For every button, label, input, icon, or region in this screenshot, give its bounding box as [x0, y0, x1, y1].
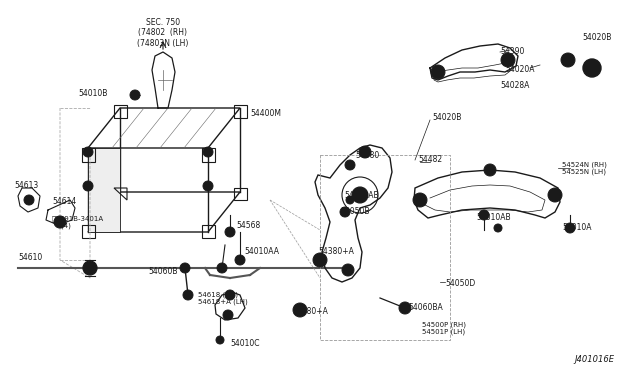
- Circle shape: [183, 290, 193, 300]
- Text: 54614: 54614: [52, 198, 76, 206]
- Circle shape: [225, 227, 235, 237]
- Text: 54028A: 54028A: [500, 81, 529, 90]
- Text: 54050B: 54050B: [340, 208, 369, 217]
- Text: ⓝ0891B-3401A
    (4): ⓝ0891B-3401A (4): [52, 215, 104, 229]
- Text: 54020B: 54020B: [582, 33, 611, 42]
- Circle shape: [399, 302, 411, 314]
- Text: 54380+A: 54380+A: [318, 247, 354, 257]
- Polygon shape: [88, 148, 120, 232]
- Text: 54050D: 54050D: [445, 279, 476, 288]
- Circle shape: [235, 255, 245, 265]
- Text: 54010B: 54010B: [79, 90, 108, 99]
- Circle shape: [585, 61, 599, 75]
- Text: 54400M: 54400M: [250, 109, 281, 118]
- Circle shape: [352, 187, 368, 203]
- Text: 54010AA: 54010AA: [244, 247, 279, 257]
- Text: 54020A: 54020A: [505, 65, 534, 74]
- Circle shape: [313, 253, 327, 267]
- Circle shape: [54, 216, 66, 228]
- Circle shape: [345, 160, 355, 170]
- Circle shape: [225, 290, 235, 300]
- Text: 54060BA: 54060BA: [408, 304, 443, 312]
- Circle shape: [359, 146, 371, 158]
- Text: 54010C: 54010C: [230, 340, 259, 349]
- Circle shape: [342, 264, 354, 276]
- Circle shape: [203, 181, 213, 191]
- Text: 54580: 54580: [355, 151, 380, 160]
- Circle shape: [479, 210, 489, 220]
- Circle shape: [565, 223, 575, 233]
- Circle shape: [217, 263, 227, 273]
- Text: 54010AB: 54010AB: [344, 190, 379, 199]
- Text: 54618 (RH)
54618+A (LH): 54618 (RH) 54618+A (LH): [198, 291, 248, 305]
- Circle shape: [340, 207, 350, 217]
- Text: 54010A: 54010A: [562, 224, 591, 232]
- Circle shape: [83, 147, 93, 157]
- Circle shape: [293, 303, 307, 317]
- Text: 54060B: 54060B: [148, 267, 177, 276]
- Circle shape: [501, 53, 515, 67]
- Text: 54482: 54482: [418, 155, 442, 164]
- Text: J401016E: J401016E: [574, 356, 614, 365]
- Circle shape: [413, 193, 427, 207]
- Circle shape: [484, 164, 496, 176]
- Circle shape: [583, 59, 601, 77]
- Text: 54020B: 54020B: [432, 113, 461, 122]
- Circle shape: [203, 147, 213, 157]
- Text: 54010AB: 54010AB: [476, 214, 511, 222]
- Text: 54380+A: 54380+A: [292, 308, 328, 317]
- Circle shape: [494, 224, 502, 232]
- Text: 54610: 54610: [18, 253, 42, 263]
- Circle shape: [83, 261, 97, 275]
- Circle shape: [130, 90, 140, 100]
- Text: 54500P (RH)
54501P (LH): 54500P (RH) 54501P (LH): [422, 321, 466, 335]
- Text: 54613: 54613: [14, 182, 38, 190]
- Circle shape: [346, 196, 354, 204]
- Text: 54568: 54568: [236, 221, 260, 230]
- Circle shape: [223, 310, 233, 320]
- Circle shape: [24, 195, 34, 205]
- Text: SEC. 750
(74802  (RH)
(74803N (LH): SEC. 750 (74802 (RH) (74803N (LH): [138, 18, 189, 48]
- Circle shape: [431, 65, 445, 79]
- Text: 54524N (RH)
54525N (LH): 54524N (RH) 54525N (LH): [562, 161, 607, 175]
- Circle shape: [561, 53, 575, 67]
- Text: 54390: 54390: [500, 48, 524, 57]
- Circle shape: [216, 336, 224, 344]
- Circle shape: [180, 263, 190, 273]
- Circle shape: [548, 188, 562, 202]
- Circle shape: [83, 181, 93, 191]
